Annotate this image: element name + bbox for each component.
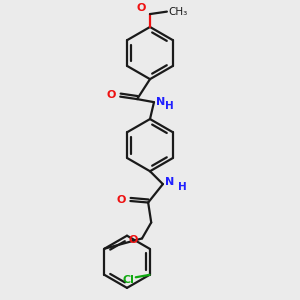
Text: H: H <box>178 182 186 192</box>
Text: O: O <box>117 195 126 205</box>
Text: N: N <box>155 97 165 106</box>
Text: CH₃: CH₃ <box>168 7 188 16</box>
Text: H: H <box>165 101 173 111</box>
Text: Cl: Cl <box>122 275 134 285</box>
Text: N: N <box>165 177 174 187</box>
Text: O: O <box>106 90 116 100</box>
Text: O: O <box>128 235 138 245</box>
Text: O: O <box>137 2 146 13</box>
